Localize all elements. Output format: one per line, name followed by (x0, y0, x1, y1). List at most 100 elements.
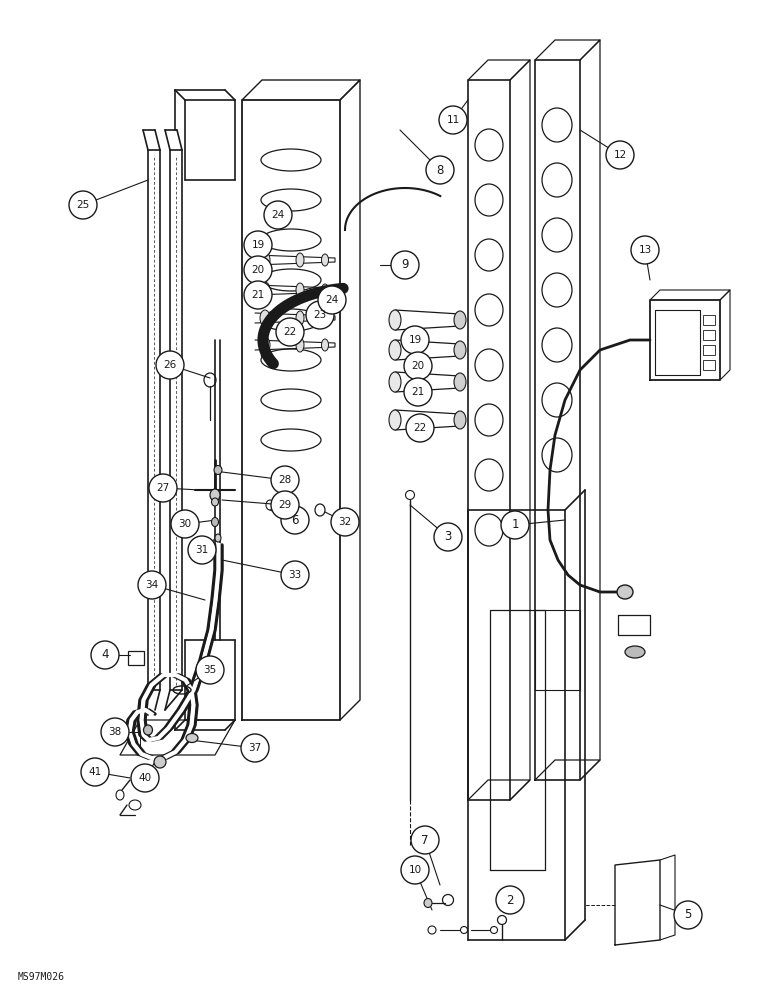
Circle shape (276, 318, 304, 346)
Ellipse shape (296, 253, 304, 267)
Ellipse shape (321, 254, 329, 266)
Ellipse shape (321, 339, 329, 351)
Circle shape (606, 141, 634, 169)
Circle shape (391, 251, 419, 279)
Ellipse shape (389, 340, 401, 360)
Text: 35: 35 (203, 665, 217, 675)
Ellipse shape (210, 489, 220, 501)
Text: 26: 26 (164, 360, 177, 370)
Ellipse shape (215, 534, 221, 542)
Ellipse shape (454, 311, 466, 329)
Ellipse shape (389, 310, 401, 330)
Ellipse shape (144, 725, 153, 735)
Text: 40: 40 (138, 773, 151, 783)
Text: 34: 34 (145, 580, 158, 590)
Text: 41: 41 (88, 767, 102, 777)
Circle shape (138, 571, 166, 599)
Text: 22: 22 (283, 327, 296, 337)
Circle shape (156, 351, 184, 379)
Circle shape (244, 256, 272, 284)
Text: 3: 3 (445, 530, 452, 544)
Ellipse shape (389, 372, 401, 392)
Circle shape (674, 901, 702, 929)
Ellipse shape (454, 341, 466, 359)
Circle shape (196, 656, 224, 684)
Ellipse shape (260, 252, 270, 268)
Circle shape (131, 764, 159, 792)
Circle shape (318, 286, 346, 314)
Circle shape (271, 491, 299, 519)
Ellipse shape (212, 498, 218, 506)
Ellipse shape (260, 310, 270, 326)
Bar (703, 345, 715, 355)
Circle shape (411, 826, 439, 854)
Text: 29: 29 (279, 500, 292, 510)
Circle shape (401, 856, 429, 884)
Ellipse shape (154, 756, 166, 768)
Ellipse shape (424, 898, 432, 908)
Ellipse shape (617, 585, 633, 599)
Text: 21: 21 (411, 387, 425, 397)
Ellipse shape (260, 282, 270, 298)
Text: 22: 22 (413, 423, 427, 433)
Circle shape (426, 156, 454, 184)
Circle shape (281, 561, 309, 589)
Text: 4: 4 (101, 648, 109, 662)
Text: 19: 19 (408, 335, 422, 345)
Text: 12: 12 (614, 150, 627, 160)
Circle shape (91, 641, 119, 669)
Text: 32: 32 (338, 517, 351, 527)
Text: 13: 13 (638, 245, 652, 255)
Text: 28: 28 (279, 475, 292, 485)
Ellipse shape (296, 311, 304, 325)
Circle shape (406, 414, 434, 442)
Text: MS97M026: MS97M026 (18, 972, 65, 982)
Bar (128, 651, 144, 665)
Text: 5: 5 (684, 908, 692, 922)
Ellipse shape (296, 338, 304, 352)
Circle shape (101, 718, 129, 746)
Text: 24: 24 (325, 295, 339, 305)
Text: 37: 37 (249, 743, 262, 753)
Ellipse shape (454, 411, 466, 429)
Ellipse shape (321, 312, 329, 324)
Text: 38: 38 (108, 727, 122, 737)
Text: 30: 30 (178, 519, 191, 529)
Circle shape (331, 508, 359, 536)
Circle shape (271, 466, 299, 494)
Text: 19: 19 (252, 240, 265, 250)
Ellipse shape (260, 337, 270, 353)
Circle shape (188, 536, 216, 564)
Text: 11: 11 (446, 115, 459, 125)
Text: 8: 8 (436, 163, 444, 176)
Circle shape (439, 106, 467, 134)
Circle shape (404, 352, 432, 380)
Circle shape (401, 326, 429, 354)
Ellipse shape (454, 373, 466, 391)
Circle shape (631, 236, 659, 264)
Circle shape (404, 378, 432, 406)
Circle shape (81, 758, 109, 786)
Circle shape (306, 301, 334, 329)
Circle shape (171, 510, 199, 538)
Ellipse shape (625, 646, 645, 658)
Circle shape (281, 506, 309, 534)
Text: 33: 33 (289, 570, 302, 580)
Circle shape (244, 231, 272, 259)
Ellipse shape (214, 466, 222, 475)
Ellipse shape (389, 410, 401, 430)
Circle shape (264, 201, 292, 229)
Circle shape (69, 191, 97, 219)
Text: 6: 6 (291, 514, 299, 526)
Bar (703, 330, 715, 340)
Text: 24: 24 (272, 210, 285, 220)
Ellipse shape (212, 518, 218, 526)
Text: 23: 23 (313, 310, 327, 320)
Text: 21: 21 (252, 290, 265, 300)
Text: 27: 27 (157, 483, 170, 493)
Text: 9: 9 (401, 258, 408, 271)
Text: 20: 20 (252, 265, 265, 275)
Circle shape (149, 474, 177, 502)
Text: 25: 25 (76, 200, 90, 210)
Bar (703, 315, 715, 325)
